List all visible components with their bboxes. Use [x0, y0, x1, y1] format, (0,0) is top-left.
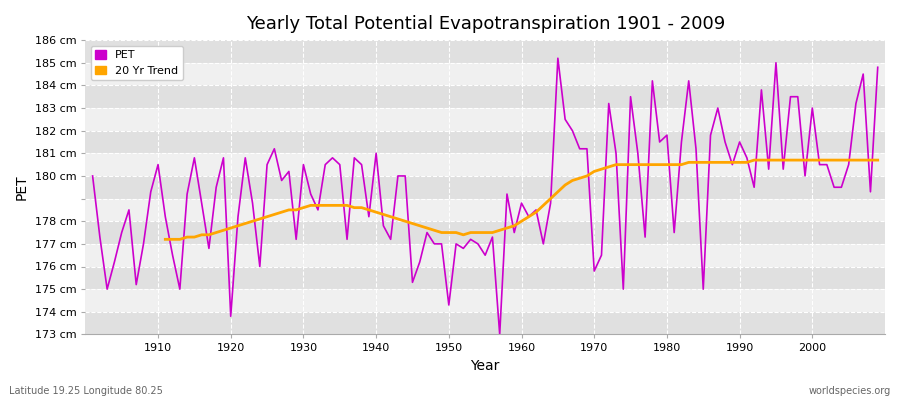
- PET: [872, 65, 883, 70]
- Bar: [86, 85, 885, 108]
- PET: [305, 192, 316, 196]
- Text: worldspecies.org: worldspecies.org: [809, 386, 891, 396]
- PET: [516, 201, 526, 206]
- Bar: [86, 312, 885, 334]
- Bar: [86, 63, 885, 85]
- Y-axis label: PET: PET: [15, 174, 29, 200]
- 20 Yr Trend: [538, 203, 549, 208]
- Legend: PET, 20 Yr Trend: PET, 20 Yr Trend: [91, 46, 183, 80]
- PET: [146, 189, 157, 194]
- Text: Latitude 19.25 Longitude 80.25: Latitude 19.25 Longitude 80.25: [9, 386, 163, 396]
- 20 Yr Trend: [327, 203, 338, 208]
- 20 Yr Trend: [720, 160, 731, 165]
- 20 Yr Trend: [516, 219, 526, 224]
- X-axis label: Year: Year: [471, 359, 500, 373]
- Bar: [86, 266, 885, 289]
- Bar: [86, 221, 885, 244]
- 20 Yr Trend: [749, 158, 760, 162]
- Bar: [86, 108, 885, 131]
- 20 Yr Trend: [872, 158, 883, 162]
- PET: [87, 174, 98, 178]
- PET: [494, 332, 505, 337]
- Bar: [86, 40, 885, 63]
- Bar: [86, 176, 885, 198]
- 20 Yr Trend: [160, 237, 171, 242]
- PET: [553, 56, 563, 61]
- 20 Yr Trend: [378, 212, 389, 217]
- PET: [349, 156, 360, 160]
- Title: Yearly Total Potential Evapotranspiration 1901 - 2009: Yearly Total Potential Evapotranspiratio…: [246, 15, 724, 33]
- Bar: [86, 131, 885, 153]
- Bar: [86, 153, 885, 176]
- Line: 20 Yr Trend: 20 Yr Trend: [166, 160, 878, 239]
- Bar: [86, 198, 885, 221]
- Bar: [86, 289, 885, 312]
- PET: [618, 287, 629, 292]
- PET: [524, 214, 535, 219]
- 20 Yr Trend: [349, 205, 360, 210]
- Bar: [86, 244, 885, 266]
- Line: PET: PET: [93, 58, 878, 334]
